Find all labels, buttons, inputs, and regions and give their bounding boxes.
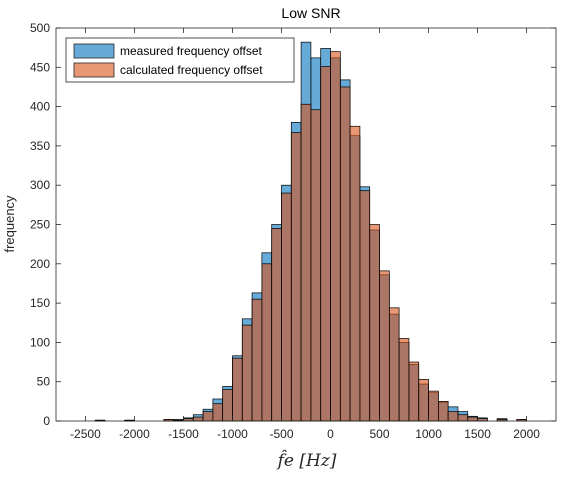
x-tick-label: 2000 [513, 427, 540, 441]
calculated-bar [251, 298, 263, 422]
y-axis-label: frequency [2, 195, 17, 253]
calculated-bar [398, 338, 410, 422]
legend-swatch-calculated [73, 62, 115, 78]
y-tick-label: 400 [30, 100, 50, 114]
calculated-bar [428, 390, 439, 422]
y-tick-label: 200 [30, 257, 50, 271]
calculated-bar [339, 86, 351, 422]
calculated-bar [320, 66, 331, 422]
calculated-bar [310, 109, 322, 422]
calculated-bar [241, 324, 253, 422]
x-tick-label: -1000 [217, 427, 248, 441]
calculated-bar [271, 228, 282, 422]
calculated-bar [457, 414, 469, 422]
calculated-bar [261, 263, 273, 422]
calculated-bar [281, 192, 292, 422]
legend-label-measured: measured frequency offset [120, 44, 263, 58]
calculated-bar [369, 224, 380, 422]
calculated-bar [418, 378, 429, 422]
x-tick-label: -500 [269, 427, 293, 441]
calculated-bar [290, 132, 302, 422]
calculated-bar [212, 403, 224, 422]
y-tick-label: 50 [37, 375, 51, 389]
legend: measured frequency offset calculated fre… [65, 37, 295, 83]
y-axis: 0 50 100 150 200 250 300 350 400 450 500 [30, 21, 556, 428]
y-tick-label: 450 [30, 60, 50, 74]
y-tick-label: 150 [30, 296, 50, 310]
x-tick-label: 1000 [415, 427, 442, 441]
calculated-bar [222, 389, 233, 422]
x-tick-label: -1500 [168, 427, 199, 441]
calculated-bar [447, 411, 459, 422]
y-tick-label: 300 [30, 178, 50, 192]
legend-swatch-measured [73, 43, 115, 59]
y-tick-label: 0 [43, 414, 50, 428]
x-tick-label: 0 [327, 427, 334, 441]
series-calculated [94, 51, 527, 422]
y-tick-label: 250 [30, 218, 50, 232]
x-tick-label: 500 [370, 427, 390, 441]
calculated-bar [349, 125, 361, 422]
calculated-bar [438, 401, 449, 422]
calculated-bar [202, 411, 214, 422]
calculated-bar [192, 416, 204, 422]
chart-title: Low SNR [281, 5, 340, 21]
y-tick-label: 100 [30, 335, 50, 349]
x-tick-label: 1500 [464, 427, 491, 441]
x-axis: -2500 -2000 -1500 -1000 -500 0 500 1000 1500 2000 [70, 28, 540, 441]
y-tick-label: 500 [30, 21, 50, 35]
x-axis-label: f̂e [Hz] [276, 450, 337, 471]
calculated-bar [232, 357, 243, 422]
y-tick-label: 350 [30, 139, 50, 153]
calculated-bar [330, 51, 341, 422]
calculated-bar [408, 361, 420, 422]
x-tick-label: -2000 [119, 427, 150, 441]
calculated-bar [388, 307, 400, 422]
x-tick-label: -2500 [70, 427, 101, 441]
calculated-bar [379, 270, 390, 422]
calculated-bar [467, 416, 478, 422]
calculated-bar [359, 190, 371, 422]
legend-label-calculated: calculated frequency offset [120, 63, 263, 77]
calculated-bar [300, 103, 312, 422]
